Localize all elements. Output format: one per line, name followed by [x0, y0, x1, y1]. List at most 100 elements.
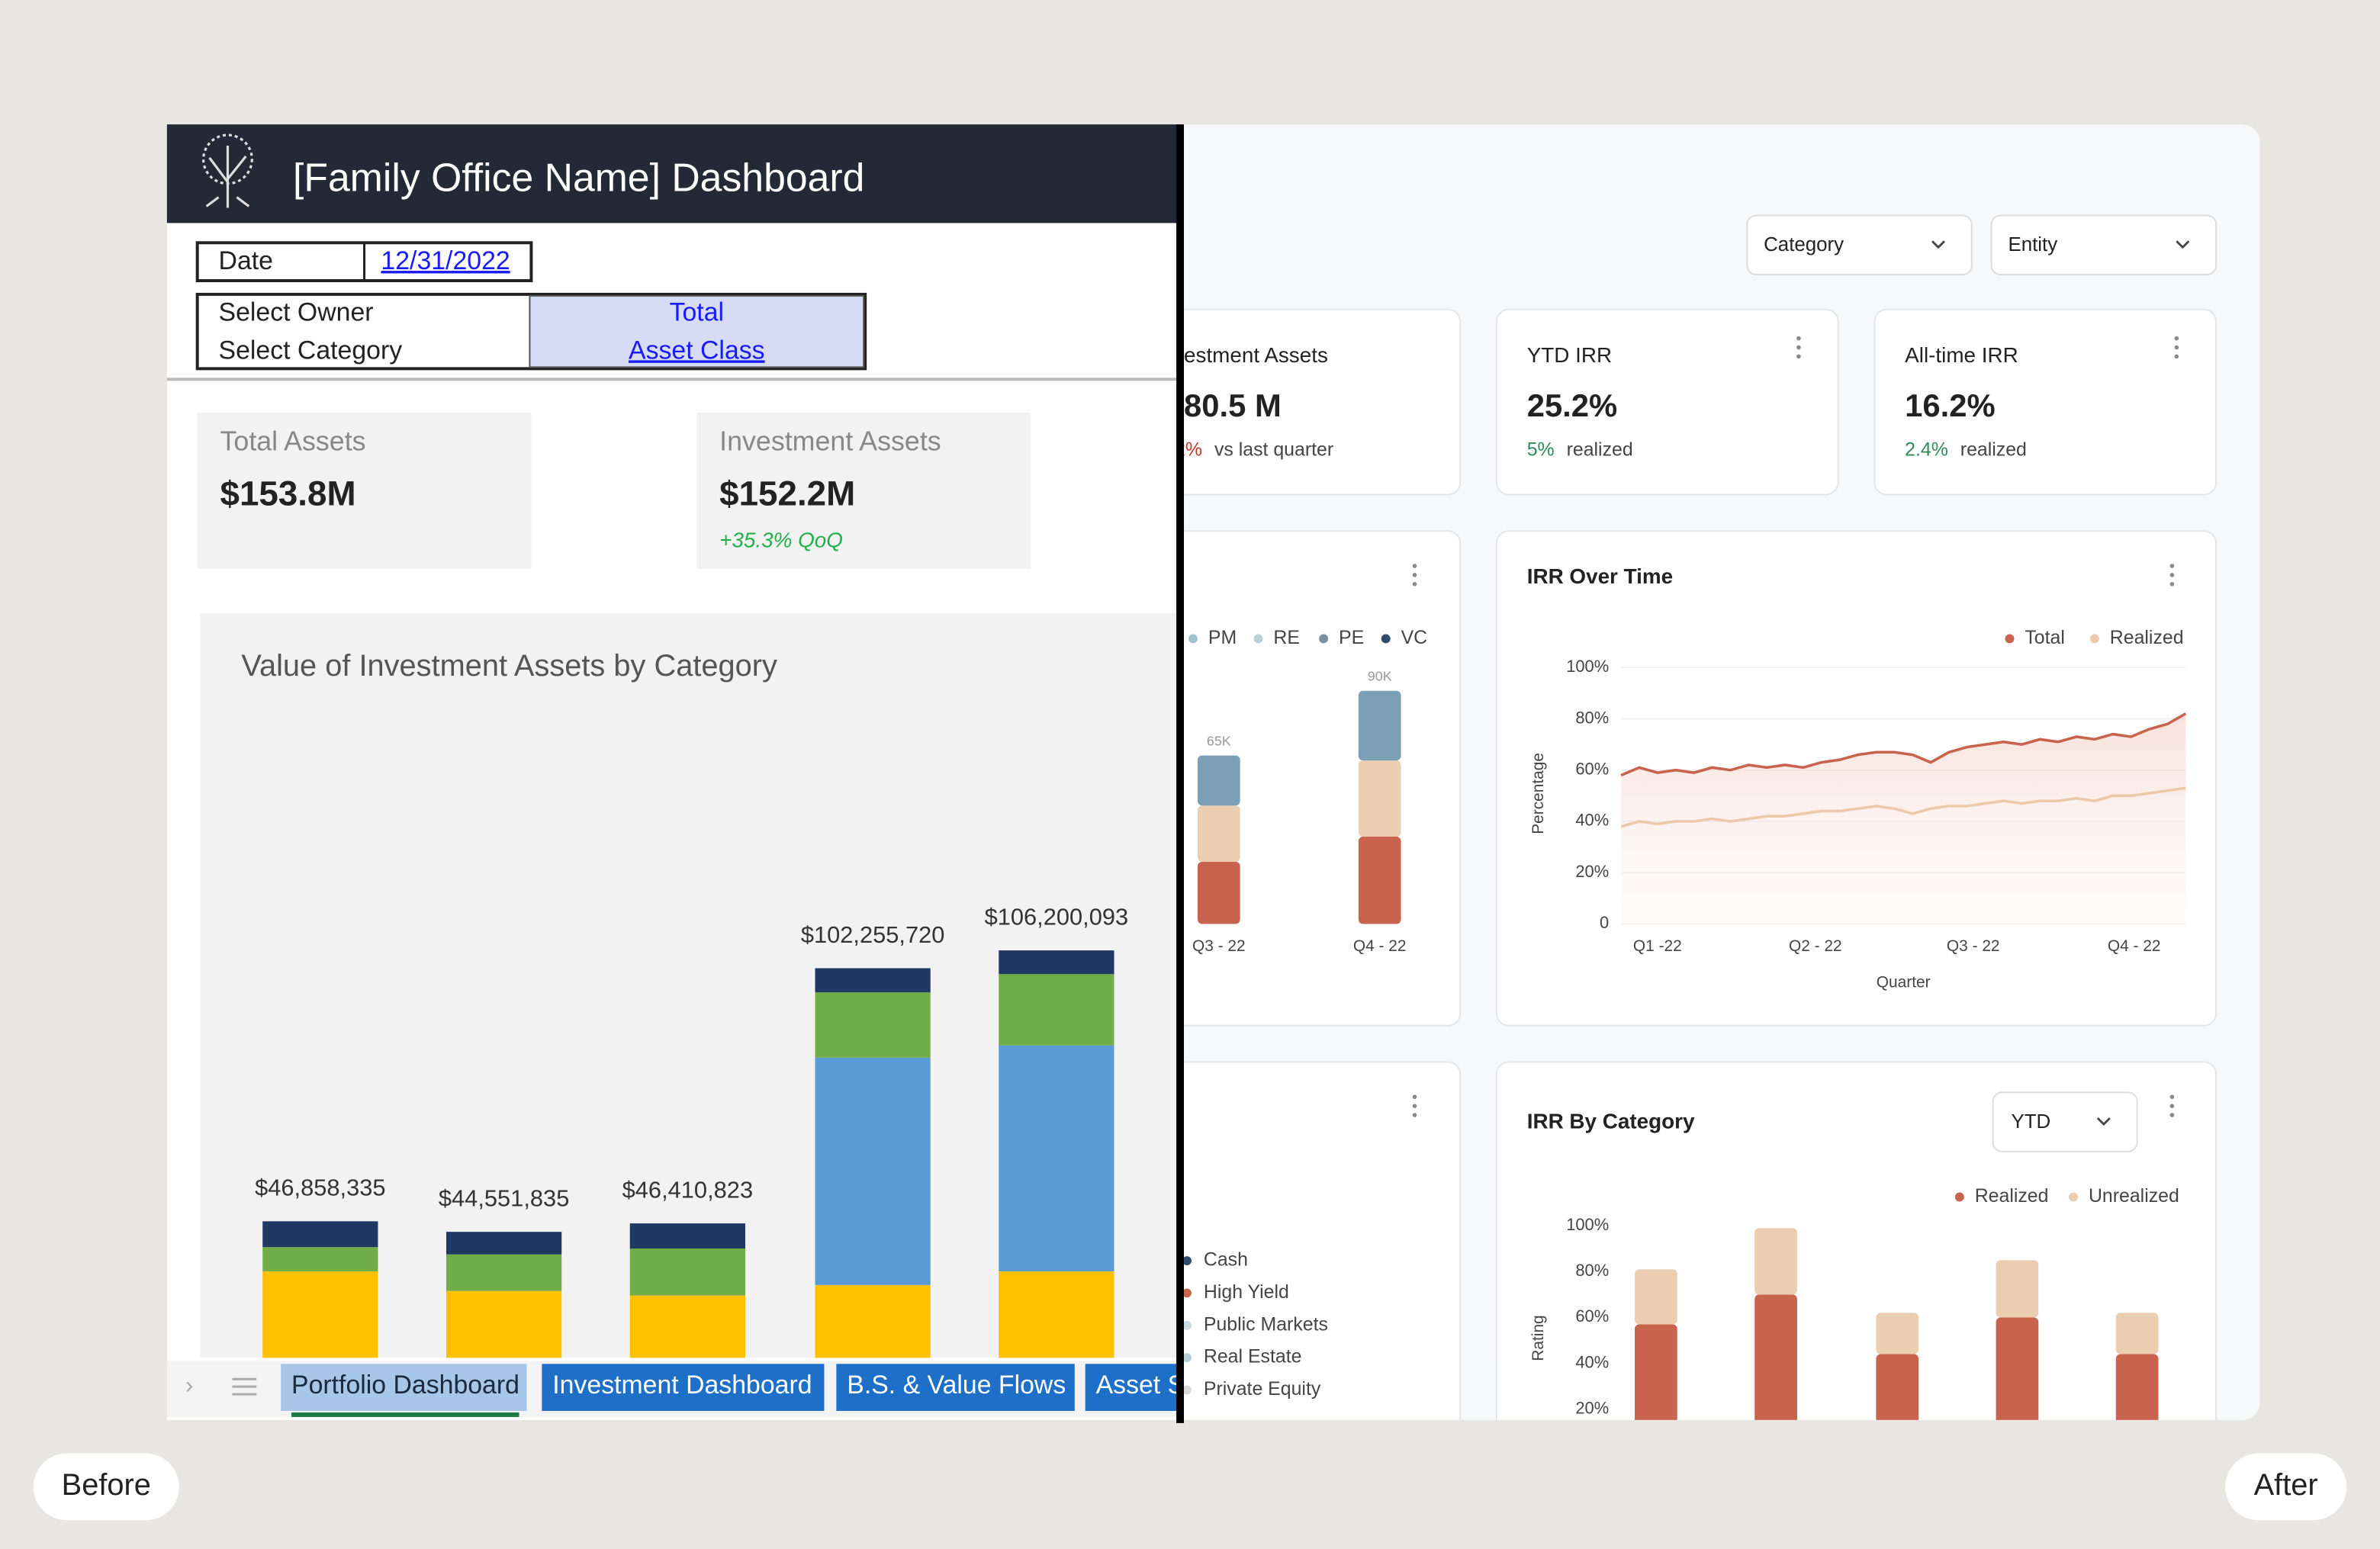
- kebab-menu[interactable]: [2169, 1094, 2175, 1117]
- kebab-menu[interactable]: [1412, 564, 1417, 586]
- bar-segment: [815, 1057, 931, 1285]
- bar-segment: [1358, 760, 1401, 837]
- legend-dot: [1184, 1320, 1192, 1330]
- bar-segment: [1358, 690, 1401, 761]
- card-change: +35.3% QoQ: [719, 529, 843, 552]
- x-tick-label: Q2 - 22: [1789, 937, 1842, 955]
- chart: 65K Q3 - 22 90K Q4 - 22 PM RE PE VC: [1188, 627, 1427, 955]
- legend-dot: [1184, 1353, 1192, 1363]
- scroll-arrow[interactable]: ›: [185, 1371, 194, 1399]
- area: [1621, 713, 2186, 924]
- owner-value[interactable]: Total: [670, 298, 724, 327]
- bar-segment: [2115, 1313, 2159, 1355]
- kpi-value: 25.2%: [1527, 387, 1617, 423]
- tab[interactable]: [542, 1364, 825, 1411]
- badge-label: Before: [62, 1468, 151, 1502]
- chart-title: IRR Over Time: [1527, 564, 1673, 588]
- y-tick-label: 20%: [1575, 862, 1609, 881]
- value-label: $46,410,823: [622, 1176, 753, 1203]
- bar-segment: [999, 1045, 1114, 1271]
- chevron: [2096, 1117, 2111, 1126]
- value-label: 65K: [1207, 733, 1231, 748]
- y-tick-label: 40%: [1575, 811, 1609, 830]
- badge: [33, 1453, 179, 1521]
- filter-label[interactable]: Category: [1764, 234, 1844, 255]
- bar-segment: [1996, 1260, 2039, 1318]
- tab-label[interactable]: Asset S: [1096, 1371, 1185, 1400]
- kpi-card: [1184, 308, 1462, 496]
- bar-segment: [262, 1247, 378, 1271]
- legend-dot: [2005, 634, 2015, 644]
- card-value: $152.2M: [719, 474, 855, 513]
- chevron: [2176, 240, 2190, 249]
- date-label: Date: [219, 246, 273, 275]
- bar-segment: [1635, 1269, 1677, 1325]
- filter-dropdown[interactable]: [1746, 214, 1973, 276]
- kpi-change: 5%: [1527, 439, 1555, 460]
- card-value: $153.8M: [220, 474, 356, 513]
- tab-label[interactable]: Investment Dashboard: [552, 1371, 812, 1400]
- period-value[interactable]: YTD: [2011, 1111, 2050, 1133]
- legend-label: Real Estate: [1204, 1346, 1302, 1367]
- bar-segment: [1876, 1313, 1919, 1355]
- filter-dropdown[interactable]: [1990, 214, 2218, 276]
- legend-dot: [1184, 1385, 1192, 1395]
- kebab-menu[interactable]: [2169, 564, 2175, 586]
- tree-icon: [202, 133, 253, 208]
- bar-segment: [999, 1271, 1114, 1358]
- bar-segment: [1197, 861, 1240, 924]
- tab[interactable]: [1085, 1364, 1192, 1411]
- y-axis-label: Percentage: [1529, 753, 1547, 834]
- date-value[interactable]: 12/31/2022: [381, 246, 510, 275]
- kebab-dot[interactable]: [2174, 354, 2179, 359]
- menu-icon[interactable]: [232, 1377, 257, 1396]
- card-label: Investment Assets: [719, 426, 941, 456]
- legend-label: PE: [1339, 627, 1364, 648]
- chart-title: Value of Investment Assets by Category: [241, 649, 777, 683]
- legend-label: Total: [2025, 627, 2065, 648]
- kpi-label: YTD IRR: [1527, 343, 1612, 367]
- kpi-note: realized: [1960, 439, 2027, 460]
- value-label: $106,200,093: [985, 903, 1129, 930]
- kebab-dot[interactable]: [2174, 345, 2179, 350]
- header: [166, 124, 1180, 223]
- period-dropdown[interactable]: [1992, 1091, 2138, 1152]
- y-axis-label: Rating: [1529, 1315, 1547, 1361]
- bar-segment: [999, 974, 1114, 1046]
- y-tick-label: 60%: [1575, 1306, 1609, 1326]
- filter-label[interactable]: Entity: [2009, 234, 2058, 255]
- bar-segment: [629, 1248, 745, 1296]
- kebab-dot[interactable]: [1796, 336, 1801, 341]
- kebab-dot[interactable]: [1796, 354, 1801, 359]
- tab-label[interactable]: Portfolio Dashboard: [291, 1371, 519, 1400]
- tabs: Portfolio Dashboard Investment Dashboard B…: [281, 1364, 1192, 1417]
- chart: 20% 40% 60% 80% 100% Rating Realized Unrealized: [1529, 1185, 2179, 1420]
- kebab-dot[interactable]: [1796, 345, 1801, 350]
- bar-segment: [999, 950, 1114, 975]
- bar-segment: [1876, 1354, 1919, 1420]
- x-tick-label: Q1 -22: [1633, 937, 1682, 955]
- x-tick-label: Q4 - 22: [2108, 937, 2161, 955]
- sheet-title: [Family Office Name] Dashboard: [293, 155, 864, 199]
- tab-label[interactable]: B.S. & Value Flows: [847, 1371, 1066, 1400]
- tab[interactable]: [281, 1364, 527, 1411]
- split-divider: [1176, 124, 1185, 1423]
- y-tick-label: 60%: [1575, 760, 1609, 779]
- chart-title: IRR By Category: [1527, 1109, 1695, 1133]
- value-label: 90K: [1368, 669, 1392, 684]
- tab[interactable]: [836, 1364, 1075, 1411]
- owner-label: Select Owner: [219, 298, 374, 327]
- legend-dot: [1319, 634, 1329, 644]
- kpi-change: 2%: [1175, 439, 1202, 460]
- kpi-label: All-time IRR: [1905, 343, 2018, 367]
- legend-label: Realized: [1975, 1185, 2049, 1207]
- filters: Category Entity: [1746, 214, 2218, 276]
- bar-segment: [815, 968, 931, 993]
- kpi-note: vs last quarter: [1214, 439, 1333, 460]
- value-label: $46,858,335: [255, 1175, 385, 1201]
- kpi-row: estment Assets 80.5 M 2% vs last quarter YTD…: [1175, 308, 2218, 496]
- kebab-dot[interactable]: [2174, 336, 2179, 341]
- legend-dot: [2089, 634, 2099, 644]
- category-value[interactable]: Asset Class: [629, 336, 765, 365]
- kebab-menu[interactable]: [1412, 1094, 1417, 1117]
